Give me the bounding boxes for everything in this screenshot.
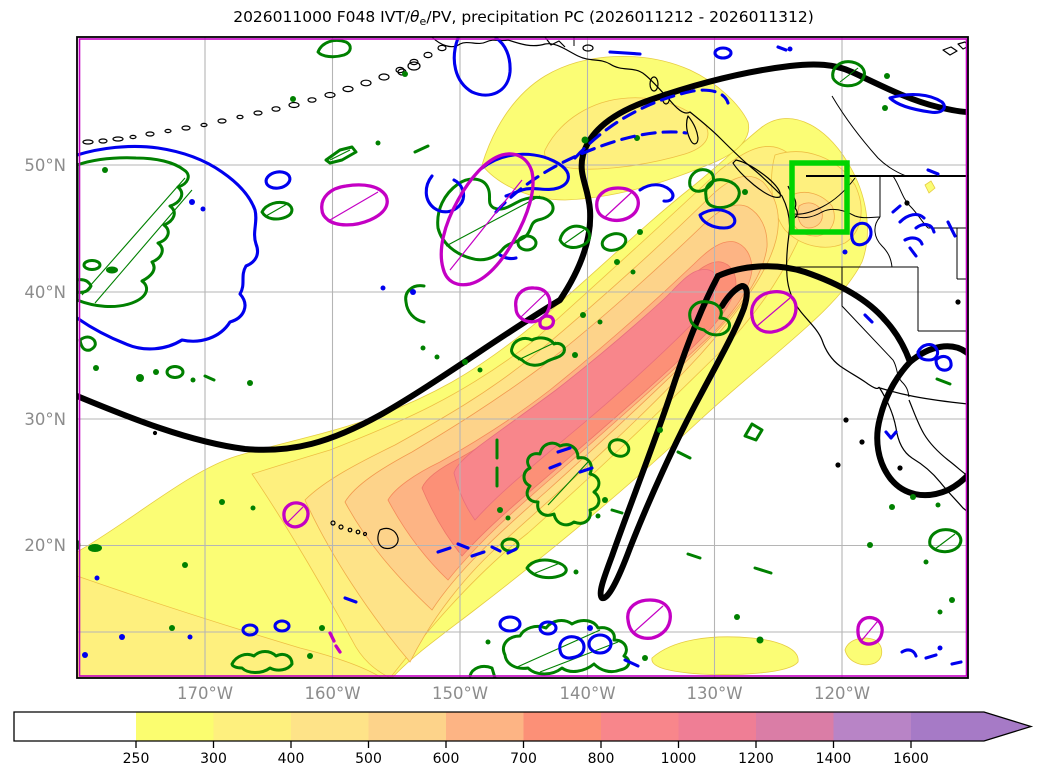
- colorbar-tick-label: 800: [588, 751, 615, 767]
- colorbar-tick-label: 700: [510, 751, 537, 767]
- title-theta: θ: [410, 8, 420, 26]
- colorbar-segment: [601, 712, 679, 741]
- colorbar-extend-arrow: [984, 712, 1031, 741]
- colorbar-segment: [756, 712, 834, 741]
- colorbar-tick-label: 500: [355, 751, 382, 767]
- title-theta-subscript: e: [419, 15, 427, 28]
- magenta-contours: [78, 38, 968, 677]
- colorbar-tick-label: 1000: [661, 751, 697, 767]
- colorbar-tick-label: 1200: [738, 751, 774, 767]
- colorbar-segment: [136, 712, 214, 741]
- map-canvas: [77, 37, 968, 678]
- colorbar-tick-label: 1400: [816, 751, 852, 767]
- axis-labels: 50°N 40°N 30°N 20°N 170°W 160°W 150°W 14…: [24, 156, 870, 703]
- colorbar-tick-label: 300: [200, 751, 227, 767]
- colorbar-segment: [368, 712, 446, 741]
- lat-label: 40°N: [24, 283, 66, 302]
- colorbar-tick-label: 400: [278, 751, 305, 767]
- colorbar-tick-labels: 250 300 400 500 600 700 800 1000 1200 14…: [123, 751, 929, 767]
- colorbar: 250 300 400 500 600 700 800 1000 1200 14…: [13, 711, 1034, 767]
- lon-label: 130°W: [686, 684, 742, 703]
- coastlines: [82, 37, 968, 550]
- blue-contours: [77, 37, 963, 668]
- colorbar-segment: [446, 712, 524, 741]
- lat-label: 20°N: [24, 536, 66, 555]
- chart-title: 2026011000 F048 IVT/θe/PV, precipitation…: [0, 8, 1047, 28]
- lon-label: 150°W: [432, 684, 488, 703]
- colorbar-tick-label: 250: [123, 751, 150, 767]
- lon-label: 170°W: [177, 684, 233, 703]
- highlight-box: [789, 160, 850, 235]
- colorbar-segment: [833, 712, 911, 741]
- map-frame: [76, 36, 969, 679]
- colorbar-segment: [291, 712, 369, 741]
- colorbar-segment: [911, 712, 984, 741]
- colorbar-segment: [523, 712, 601, 741]
- colorbar-outline: [13, 711, 1034, 742]
- colorbar-under-segment: [14, 712, 136, 741]
- colorbar-segment: [213, 712, 291, 741]
- lat-label: 50°N: [24, 156, 66, 175]
- lon-label: 140°W: [559, 684, 615, 703]
- lat-label: 30°N: [24, 410, 66, 429]
- colorbar-segment: [678, 712, 756, 741]
- title-suffix: /PV, precipitation PC (2026011212 - 2026…: [426, 8, 814, 26]
- colorbar-ticks: [135, 741, 912, 748]
- title-prefix: 2026011000 F048 IVT/: [233, 8, 411, 26]
- lon-label: 160°W: [304, 684, 360, 703]
- colorbar-tick-label: 600: [433, 751, 460, 767]
- colorbar-tick-label: 1600: [893, 751, 929, 767]
- graticule: [77, 37, 968, 678]
- magenta-edge-contour: [78, 38, 968, 677]
- ivt-filled-contours: [77, 55, 936, 678]
- lon-label: 120°W: [814, 684, 870, 703]
